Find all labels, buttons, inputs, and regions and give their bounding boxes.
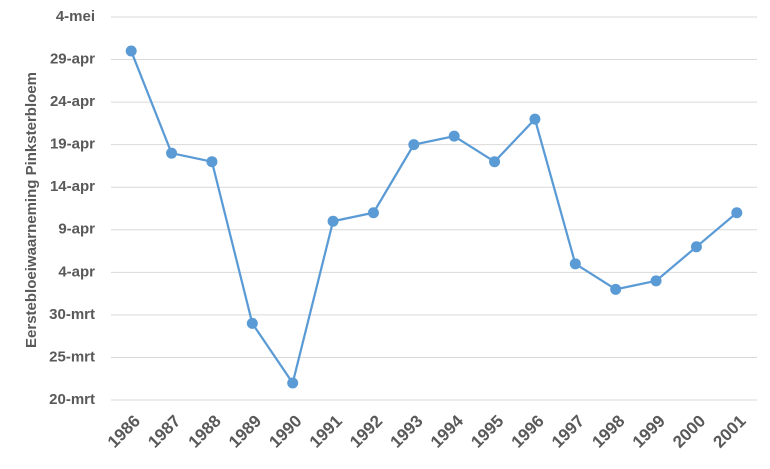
data-point: [287, 377, 299, 389]
x-tick-label: 1989: [225, 411, 265, 451]
y-tick-label: 30-mrt: [49, 306, 95, 323]
y-axis-label: Eerstebloeiwaarneming Pinksterbloem: [23, 72, 40, 348]
data-point: [690, 241, 702, 253]
x-tick-label: 1988: [185, 411, 225, 451]
y-tick-label: 9-apr: [58, 221, 95, 238]
data-point: [166, 147, 178, 159]
data-point: [367, 207, 379, 219]
y-tick-label: 29-apr: [50, 51, 95, 68]
y-tick-label: 24-apr: [50, 93, 95, 110]
x-tick-label: 1994: [427, 411, 468, 452]
data-point: [448, 130, 460, 142]
data-point: [610, 283, 622, 295]
y-tick-label: 4-mei: [56, 8, 95, 25]
y-tick-label: 25-mrt: [49, 348, 95, 365]
x-tick-label: 1991: [306, 411, 346, 451]
x-tick-label: 1997: [548, 411, 588, 451]
x-tick-label: 1987: [144, 411, 184, 451]
y-tick-label: 19-apr: [50, 136, 95, 153]
data-point: [650, 275, 662, 287]
y-tick-label: 20-mrt: [49, 391, 95, 408]
data-point: [529, 113, 541, 125]
x-tick-label: 1992: [346, 411, 386, 451]
x-tick-label: 1998: [588, 411, 628, 451]
data-line: [130, 50, 738, 386]
x-tick-label: 1996: [508, 411, 548, 451]
x-tick-label: 2000: [669, 411, 709, 451]
x-tick-label: 1995: [467, 411, 507, 451]
data-point: [569, 258, 581, 270]
data-point: [731, 207, 743, 219]
data-point: [327, 215, 339, 227]
data-point: [125, 45, 137, 57]
x-tick-label: 1986: [104, 411, 144, 451]
x-tick-label: 1990: [265, 411, 305, 451]
x-tick-label: 2001: [709, 411, 749, 451]
data-point: [206, 156, 218, 168]
y-tick-label: 4-apr: [58, 263, 95, 280]
x-tick-label: 1999: [629, 411, 669, 451]
data-point: [489, 156, 501, 168]
y-tick-label: 14-apr: [50, 178, 95, 195]
x-tick-label: 1993: [386, 411, 426, 451]
data-point: [246, 317, 258, 329]
data-point: [408, 139, 420, 151]
